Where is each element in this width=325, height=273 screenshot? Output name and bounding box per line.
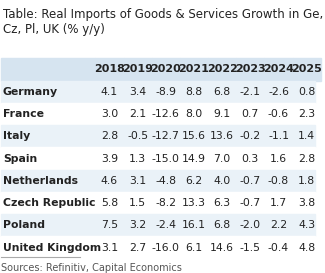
Text: 1.6: 1.6	[270, 154, 287, 164]
Text: 2023: 2023	[235, 64, 266, 74]
Text: 4.6: 4.6	[101, 176, 118, 186]
Text: 3.0: 3.0	[101, 109, 118, 119]
Text: Sources: Refinitiv, Capital Economics: Sources: Refinitiv, Capital Economics	[1, 263, 182, 272]
Text: -0.7: -0.7	[240, 176, 261, 186]
Bar	[1, 192, 315, 214]
Bar	[1, 103, 315, 125]
Text: -12.7: -12.7	[152, 131, 180, 141]
Bar	[1, 58, 95, 81]
Text: 6.2: 6.2	[185, 176, 202, 186]
Text: 2021: 2021	[178, 64, 209, 74]
Text: -0.6: -0.6	[268, 109, 289, 119]
Text: -12.6: -12.6	[152, 109, 180, 119]
Text: Germany: Germany	[3, 87, 58, 97]
Text: 4.8: 4.8	[298, 243, 315, 253]
Text: -2.6: -2.6	[268, 87, 289, 97]
Text: 0.7: 0.7	[242, 109, 259, 119]
Text: -8.9: -8.9	[155, 87, 176, 97]
Text: 7.5: 7.5	[101, 220, 118, 230]
Text: -1.1: -1.1	[268, 131, 289, 141]
Text: 6.3: 6.3	[214, 198, 231, 208]
Text: 3.8: 3.8	[298, 198, 315, 208]
Text: Spain: Spain	[3, 154, 37, 164]
Text: Poland: Poland	[3, 220, 45, 230]
Text: -0.8: -0.8	[268, 176, 289, 186]
Text: 3.4: 3.4	[129, 87, 146, 97]
Text: 2.8: 2.8	[101, 131, 118, 141]
Text: -0.4: -0.4	[268, 243, 289, 253]
Text: 13.3: 13.3	[182, 198, 206, 208]
Text: -2.1: -2.1	[240, 87, 261, 97]
Text: 1.8: 1.8	[298, 176, 315, 186]
Text: 2019: 2019	[122, 64, 153, 74]
Bar	[265, 58, 292, 81]
Bar	[180, 58, 208, 81]
Text: 15.6: 15.6	[182, 131, 206, 141]
Bar	[1, 170, 315, 192]
Text: 2022: 2022	[207, 64, 238, 74]
Text: 2.7: 2.7	[129, 243, 146, 253]
Text: 3.9: 3.9	[101, 154, 118, 164]
Text: -15.0: -15.0	[152, 154, 180, 164]
Text: -4.8: -4.8	[155, 176, 176, 186]
Text: -16.0: -16.0	[152, 243, 180, 253]
Text: 2020: 2020	[150, 64, 181, 74]
Text: 9.1: 9.1	[214, 109, 231, 119]
Bar	[1, 147, 315, 170]
Text: 8.0: 8.0	[185, 109, 202, 119]
Text: 14.6: 14.6	[210, 243, 234, 253]
Text: 4.1: 4.1	[101, 87, 118, 97]
Text: 1.5: 1.5	[129, 198, 146, 208]
Text: -0.7: -0.7	[240, 198, 261, 208]
Bar	[1, 236, 315, 259]
Text: 6.8: 6.8	[214, 220, 231, 230]
Bar	[292, 58, 321, 81]
Text: 3.1: 3.1	[129, 176, 146, 186]
Text: 2.3: 2.3	[298, 109, 315, 119]
Text: 6.1: 6.1	[185, 243, 202, 253]
Text: 2025: 2025	[291, 64, 322, 74]
Text: 3.2: 3.2	[129, 220, 146, 230]
Text: 2018: 2018	[94, 64, 125, 74]
Text: 1.4: 1.4	[298, 131, 315, 141]
Text: -0.5: -0.5	[127, 131, 148, 141]
Text: 1.3: 1.3	[129, 154, 146, 164]
Text: 4.3: 4.3	[298, 220, 315, 230]
Text: 3.1: 3.1	[101, 243, 118, 253]
Text: 13.6: 13.6	[210, 131, 234, 141]
Text: -1.5: -1.5	[240, 243, 261, 253]
Text: 1.7: 1.7	[270, 198, 287, 208]
Text: -8.2: -8.2	[155, 198, 176, 208]
Text: -2.4: -2.4	[155, 220, 176, 230]
Text: Netherlands: Netherlands	[3, 176, 78, 186]
Text: 6.8: 6.8	[214, 87, 231, 97]
Bar	[1, 125, 315, 147]
Text: 16.1: 16.1	[182, 220, 206, 230]
Text: 14.9: 14.9	[182, 154, 206, 164]
Text: -2.0: -2.0	[240, 220, 261, 230]
Bar	[1, 81, 315, 103]
Text: 2.1: 2.1	[129, 109, 146, 119]
Text: 5.8: 5.8	[101, 198, 118, 208]
Text: Italy: Italy	[3, 131, 30, 141]
Text: Czech Republic: Czech Republic	[3, 198, 96, 208]
Bar	[152, 58, 180, 81]
Text: 8.8: 8.8	[185, 87, 202, 97]
Text: 4.0: 4.0	[214, 176, 231, 186]
Text: United Kingdom: United Kingdom	[3, 243, 101, 253]
Text: -0.2: -0.2	[240, 131, 261, 141]
Text: Table: Real Imports of Goods & Services Growth in Ge, Fr, It, Sp, Nl,
Cz, Pl, UK: Table: Real Imports of Goods & Services …	[3, 8, 325, 36]
Text: 0.8: 0.8	[298, 87, 315, 97]
Bar	[95, 58, 124, 81]
Text: 0.3: 0.3	[242, 154, 259, 164]
Text: 2.8: 2.8	[298, 154, 315, 164]
Text: 7.0: 7.0	[214, 154, 231, 164]
Bar	[1, 214, 315, 236]
Text: 2024: 2024	[263, 64, 294, 74]
Text: 2.2: 2.2	[270, 220, 287, 230]
Bar	[124, 58, 152, 81]
Text: France: France	[3, 109, 44, 119]
Bar	[208, 58, 236, 81]
Bar	[236, 58, 265, 81]
